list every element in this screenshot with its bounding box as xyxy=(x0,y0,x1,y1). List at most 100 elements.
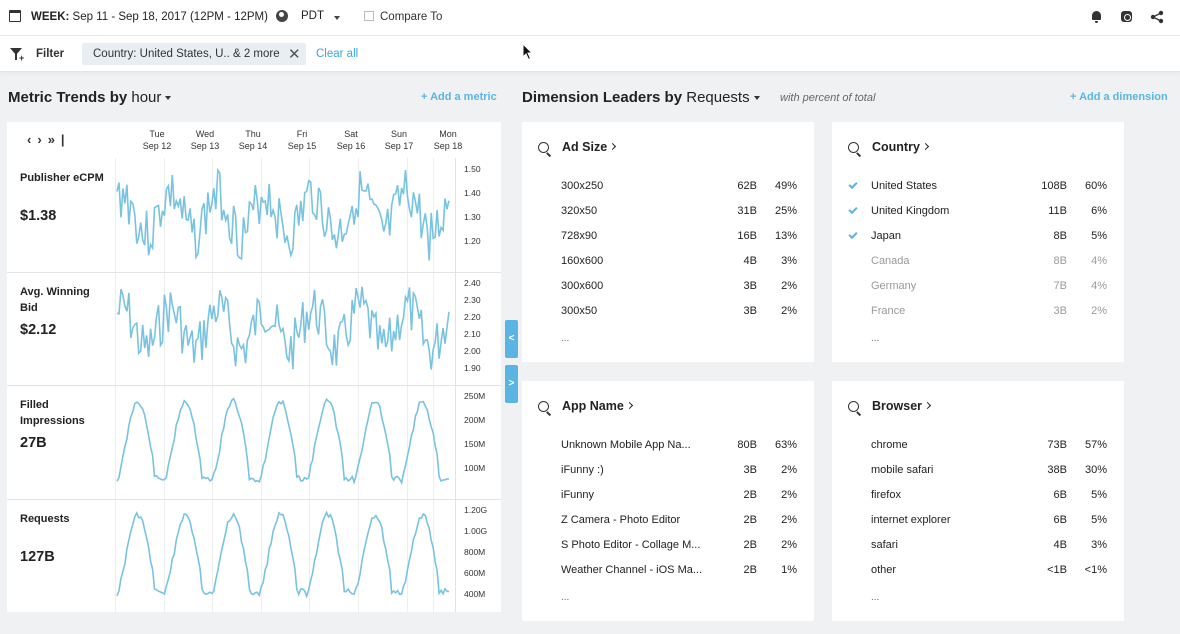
percent-note: with percent of total xyxy=(780,92,876,104)
dimension-name: iFunny :) xyxy=(561,464,604,476)
search-icon[interactable] xyxy=(538,142,549,153)
dimension-row[interactable]: iFunny :) 3B 2% xyxy=(522,464,814,480)
dimension-card-app-name: App Name Unknown Mobile App Na... 80B 63% iF… xyxy=(522,381,814,621)
dimension-row[interactable]: mobile safari 38B 30% xyxy=(832,464,1124,480)
more-ellipsis[interactable]: ... xyxy=(561,333,570,344)
chevron-down-icon[interactable] xyxy=(753,96,760,101)
day-of-week: Mon xyxy=(439,129,457,139)
dimension-row[interactable]: 300x600 3B 2% xyxy=(522,280,814,296)
timezone-selector[interactable]: PDT xyxy=(301,10,324,22)
dimension-row[interactable]: 728x90 16B 13% xyxy=(522,230,814,246)
jump-to-end-icon[interactable]: »| xyxy=(47,132,71,147)
filter-label[interactable]: Filter xyxy=(36,48,65,60)
day-label: Sat Sep 16 xyxy=(326,128,376,152)
dimension-title-text: Country xyxy=(872,140,920,154)
chevron-right-icon[interactable] xyxy=(923,402,932,410)
dimension-row[interactable]: chrome 73B 57% xyxy=(832,439,1124,455)
search-icon[interactable] xyxy=(848,142,859,153)
dimension-row[interactable]: iFunny 2B 2% xyxy=(522,489,814,505)
dimension-name: United States xyxy=(871,180,938,192)
dimension-row[interactable]: S Photo Editor - Collage M... 2B 2% xyxy=(522,539,814,555)
dimension-percent: 2% xyxy=(781,514,797,526)
dimension-row[interactable]: France 3B 2% xyxy=(832,305,1124,321)
chevron-down-icon[interactable] xyxy=(165,96,172,101)
compare-label[interactable]: Compare To xyxy=(380,11,443,23)
check-icon[interactable] xyxy=(848,229,858,240)
dimension-row[interactable]: Z Camera - Photo Editor 2B 2% xyxy=(522,514,814,530)
more-ellipsis[interactable]: ... xyxy=(561,592,570,603)
dimension-row[interactable]: 300x50 3B 2% xyxy=(522,305,814,321)
add-metric-link[interactable]: + Add a metric xyxy=(421,91,497,103)
date-range-selector[interactable]: WEEK: Sep 11 - Sep 18, 2017 (12PM - 12PM… xyxy=(31,11,268,23)
dimension-row[interactable]: internet explorer 6B 5% xyxy=(832,514,1124,530)
dimension-title[interactable]: Country xyxy=(872,140,929,154)
dimension-name: 300x50 xyxy=(561,305,598,317)
day-of-week: Thu xyxy=(245,129,261,139)
copy-icon[interactable] xyxy=(1120,10,1134,24)
globe-icon xyxy=(276,10,288,22)
dimension-title[interactable]: Ad Size xyxy=(562,140,617,154)
chevron-right-icon[interactable] xyxy=(625,402,633,410)
check-icon[interactable] xyxy=(848,204,858,215)
calendar-icon[interactable] xyxy=(9,10,21,22)
chevron-right-icon[interactable] xyxy=(609,143,617,151)
dimension-value: 108B xyxy=(1041,180,1067,192)
chevron-right-icon[interactable] xyxy=(921,143,929,151)
search-icon[interactable] xyxy=(848,401,859,412)
prev-icon[interactable]: ‹ xyxy=(27,132,38,147)
dimension-row[interactable]: Canada 8B 4% xyxy=(832,255,1124,271)
compare-checkbox[interactable] xyxy=(364,11,374,21)
dimension-row[interactable]: Japan 8B 5% xyxy=(832,229,1124,246)
dimension-value: <1B xyxy=(1047,564,1067,576)
trend-line-chart xyxy=(116,397,450,486)
measure-selector[interactable]: Requests xyxy=(686,89,760,106)
metric-label[interactable]: Filled Impressions xyxy=(20,399,85,427)
y-tick-label: 1.30 xyxy=(464,212,481,222)
collapse-left-button[interactable]: < xyxy=(505,320,518,358)
metric-label[interactable]: Avg. Winning Bid xyxy=(20,286,90,314)
metric-value: $1.38 xyxy=(20,208,57,224)
metric-label[interactable]: Publisher eCPM xyxy=(20,172,104,184)
dimension-value: 11B xyxy=(1048,205,1067,217)
y-tick-label: 250M xyxy=(464,391,486,401)
y-tick-label: 400M xyxy=(464,589,486,599)
chevron-down-icon[interactable] xyxy=(334,16,340,20)
clear-all-link[interactable]: Clear all xyxy=(316,48,359,60)
dimension-row[interactable]: firefox 6B 5% xyxy=(832,489,1124,505)
dimension-row[interactable]: other <1B <1% xyxy=(832,564,1124,580)
dimension-row[interactable]: United States 108B 60% xyxy=(832,179,1124,196)
dimension-name: chrome xyxy=(871,439,908,451)
y-tick-label: 1.90 xyxy=(464,363,481,373)
dimension-row[interactable]: safari 4B 3% xyxy=(832,539,1124,555)
filter-chip[interactable]: Country: United States, U.. & 2 more ✕ xyxy=(82,43,306,65)
metric-label[interactable]: Requests xyxy=(20,513,70,525)
bell-icon[interactable] xyxy=(1090,10,1104,24)
more-ellipsis[interactable]: ... xyxy=(871,333,880,344)
dimension-name: S Photo Editor - Collage M... xyxy=(561,539,701,551)
close-icon[interactable]: ✕ xyxy=(288,46,301,63)
dimension-title[interactable]: App Name xyxy=(562,399,633,413)
dimension-row[interactable]: United Kingdom 11B 6% xyxy=(832,204,1124,221)
expand-right-button[interactable]: > xyxy=(505,365,518,403)
dimension-row[interactable]: Weather Channel - iOS Ma... 2B 1% xyxy=(522,564,814,580)
more-ellipsis[interactable]: ... xyxy=(871,592,880,603)
dimension-row[interactable]: Unknown Mobile App Na... 80B 63% xyxy=(522,439,814,455)
day-label: Mon Sep 18 xyxy=(423,128,473,152)
share-icon[interactable] xyxy=(1150,10,1164,24)
search-icon[interactable] xyxy=(538,401,549,412)
filter-icon[interactable] xyxy=(10,48,22,60)
next-icon[interactable]: › xyxy=(37,132,48,147)
dimension-title[interactable]: Browser xyxy=(872,399,932,413)
granularity-selector[interactable]: hour xyxy=(131,89,172,106)
trend-line xyxy=(116,167,450,261)
dimension-row[interactable]: 300x250 62B 49% xyxy=(522,180,814,196)
dimension-name: iFunny xyxy=(561,489,595,501)
check-icon[interactable] xyxy=(848,179,858,190)
dimension-row[interactable]: 320x50 31B 25% xyxy=(522,205,814,221)
dimension-row[interactable]: 160x600 4B 3% xyxy=(522,255,814,271)
add-dimension-link[interactable]: + Add a dimension xyxy=(1070,91,1168,103)
day-date: Sep 17 xyxy=(384,141,414,151)
row-divider xyxy=(7,272,501,273)
add-filter-icon[interactable]: + xyxy=(19,53,25,63)
dimension-row[interactable]: Germany 7B 4% xyxy=(832,280,1124,296)
